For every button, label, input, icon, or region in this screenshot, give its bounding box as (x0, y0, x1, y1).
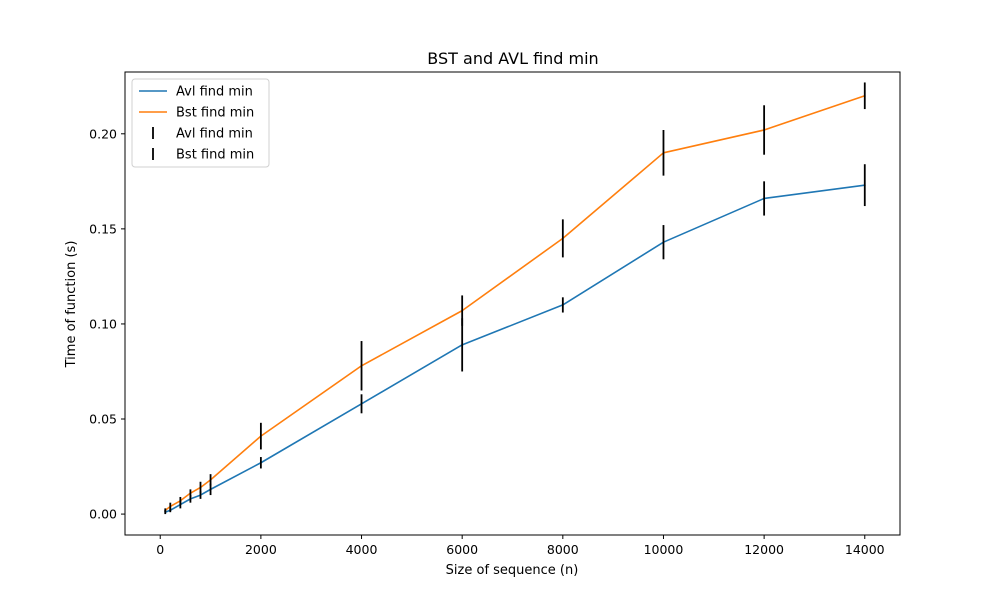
legend-label: Bst find min (176, 148, 254, 163)
legend-label: Avl find min (176, 127, 253, 142)
legend-box (131, 78, 270, 168)
x-tick-label: 10000 (644, 542, 684, 557)
legend: Avl find min Bst find min Avl find min Bst … (131, 78, 270, 168)
y-tick-label: 0.15 (89, 221, 117, 236)
x-tick-label: 2000 (245, 542, 277, 557)
y-tick-label: 0.20 (89, 126, 117, 141)
x-axis-label: Size of sequence (n) (446, 563, 579, 578)
y-tick-label: 0.00 (89, 507, 117, 522)
x-tick-label: 0 (156, 542, 164, 557)
y-tick-label: 0.05 (89, 412, 117, 427)
x-tick-label: 14000 (845, 542, 885, 557)
x-tick-label: 6000 (446, 542, 478, 557)
legend-label: Avl find min (176, 85, 253, 100)
x-tick-label: 4000 (346, 542, 378, 557)
chart-title: BST and AVL find min (427, 49, 598, 68)
x-tick-label: 8000 (547, 542, 579, 557)
axes-frame (124, 71, 901, 536)
y-axis-ticks: 0.00 0.05 0.10 0.15 0.20 (89, 126, 125, 522)
y-tick-label: 0.10 (89, 316, 117, 331)
x-axis-ticks: 0 2000 4000 6000 8000 10000 12000 14000 (156, 535, 885, 557)
x-tick-label: 12000 (744, 542, 784, 557)
error-bars (164, 82, 866, 515)
legend-label: Bst find min (176, 106, 254, 121)
y-axis-label: Time of function (s) (64, 241, 79, 369)
plot-area (124, 71, 901, 536)
